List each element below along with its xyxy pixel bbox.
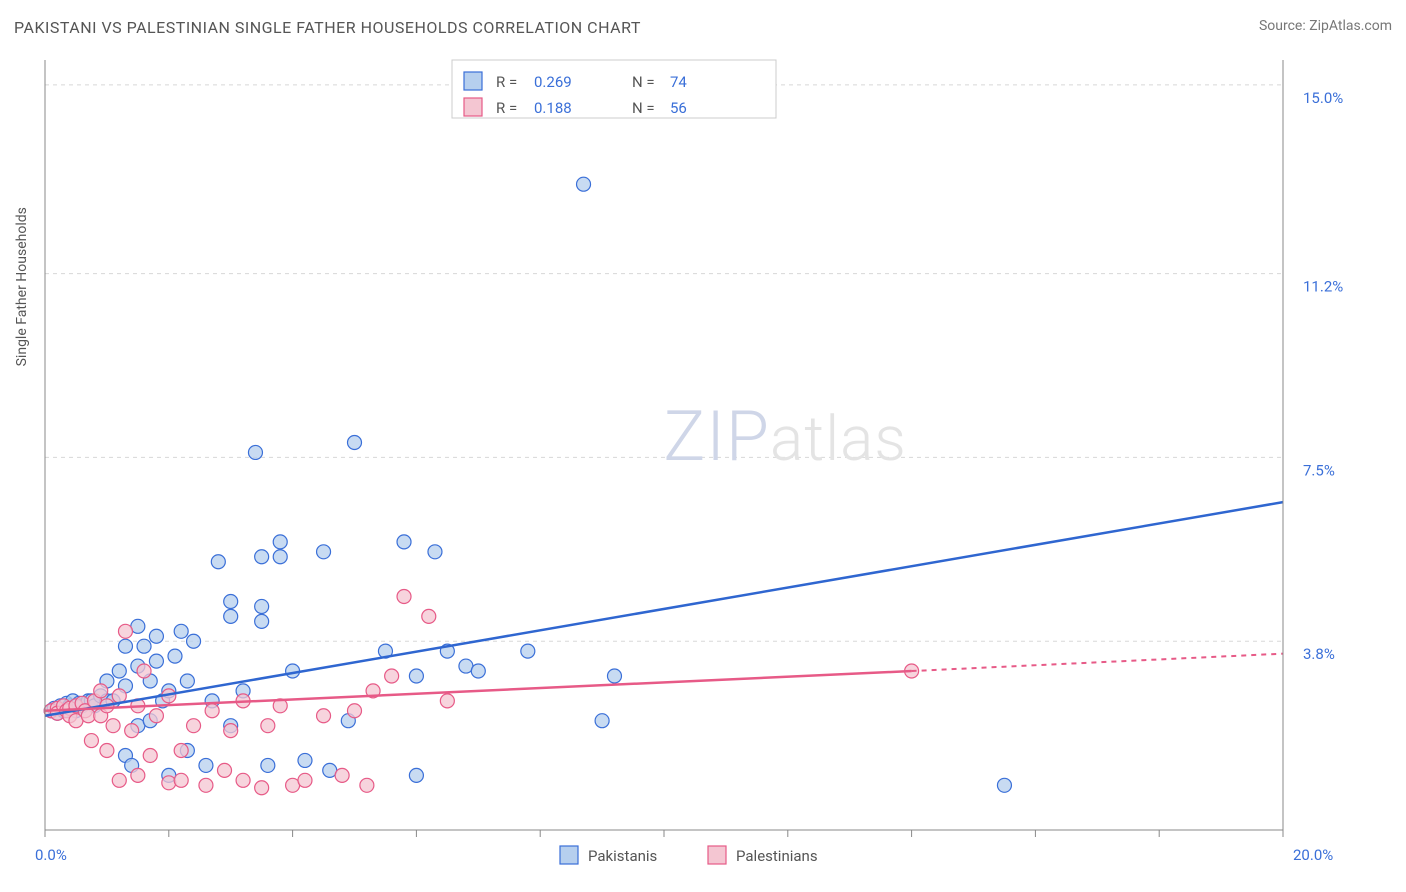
data-point (255, 599, 269, 613)
data-point (224, 609, 238, 623)
data-point (335, 768, 349, 782)
data-point (577, 177, 591, 191)
data-point (137, 664, 151, 678)
data-point (397, 535, 411, 549)
x-axis-min-label: 0.0% (35, 846, 67, 864)
legend-n-value: 74 (670, 73, 687, 91)
watermark-zip: ZIP (663, 396, 770, 478)
data-point (607, 669, 621, 683)
series-legend-swatch (708, 846, 726, 864)
data-point (273, 535, 287, 549)
data-point (199, 758, 213, 772)
data-point (317, 709, 331, 723)
data-point (211, 555, 225, 569)
data-point (348, 704, 362, 718)
data-point (112, 773, 126, 787)
trend-line-palestinians-extrapolated (912, 654, 1283, 671)
series-legend-label: Palestinians (736, 847, 818, 865)
data-point (131, 768, 145, 782)
y-tick-label: 15.0% (1303, 89, 1343, 107)
data-point (174, 744, 188, 758)
data-point (84, 734, 98, 748)
data-point (100, 744, 114, 758)
data-point (162, 776, 176, 790)
data-point (149, 709, 163, 723)
data-point (422, 609, 436, 623)
data-point (218, 763, 232, 777)
data-point (205, 704, 219, 718)
data-point (137, 639, 151, 653)
data-point (168, 649, 182, 663)
data-point (180, 674, 194, 688)
data-point (261, 719, 275, 733)
legend-swatch (464, 72, 482, 90)
data-point (255, 550, 269, 564)
data-point (440, 694, 454, 708)
data-point (236, 773, 250, 787)
data-point (360, 778, 374, 792)
data-point (428, 545, 442, 559)
data-point (125, 724, 139, 738)
legend-r-label: R = (496, 73, 517, 91)
data-point (298, 773, 312, 787)
series-legend-label: Pakistanis (588, 847, 657, 865)
data-point (348, 436, 362, 450)
legend-n-label: N = (632, 99, 655, 117)
data-point (224, 724, 238, 738)
legend-r-value: 0.269 (534, 73, 572, 91)
data-point (397, 590, 411, 604)
y-tick-label: 7.5% (1303, 461, 1335, 479)
x-axis-max-label: 20.0% (1293, 846, 1333, 864)
legend-n-label: N = (632, 73, 655, 91)
data-point (112, 689, 126, 703)
data-point (106, 719, 120, 733)
data-point (248, 445, 262, 459)
data-point (409, 768, 423, 782)
data-point (187, 719, 201, 733)
data-point (112, 664, 126, 678)
data-point (118, 639, 132, 653)
y-tick-label: 3.8% (1303, 645, 1335, 663)
data-point (595, 714, 609, 728)
data-point (255, 781, 269, 795)
data-point (118, 624, 132, 638)
data-point (521, 644, 535, 658)
data-point (255, 614, 269, 628)
data-point (174, 624, 188, 638)
data-point (273, 550, 287, 564)
legend-swatch (464, 98, 482, 116)
data-point (317, 545, 331, 559)
watermark-atlas: atlas (770, 403, 907, 476)
data-point (409, 669, 423, 683)
legend-r-value: 0.188 (534, 99, 572, 117)
data-point (143, 748, 157, 762)
data-point (187, 634, 201, 648)
data-point (385, 669, 399, 683)
series-legend-swatch (560, 846, 578, 864)
legend-r-label: R = (496, 99, 517, 117)
data-point (94, 684, 108, 698)
scatter-chart: 3.8% 7.5% 11.2% 15.0% ZIPatlas 0.0% 20.0% R = 0.… (0, 0, 1406, 892)
data-point (149, 629, 163, 643)
data-point (298, 753, 312, 767)
data-point (174, 773, 188, 787)
data-point (224, 594, 238, 608)
data-point (261, 758, 275, 772)
data-point (199, 778, 213, 792)
data-point (471, 664, 485, 678)
data-point (997, 778, 1011, 792)
y-tick-label: 11.2% (1303, 278, 1343, 296)
data-point (149, 654, 163, 668)
legend-n-value: 56 (670, 99, 687, 117)
